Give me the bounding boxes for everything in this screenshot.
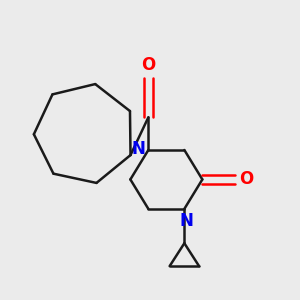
Text: N: N	[179, 212, 193, 230]
Text: O: O	[141, 56, 155, 74]
Text: O: O	[239, 170, 253, 188]
Text: N: N	[131, 140, 145, 158]
